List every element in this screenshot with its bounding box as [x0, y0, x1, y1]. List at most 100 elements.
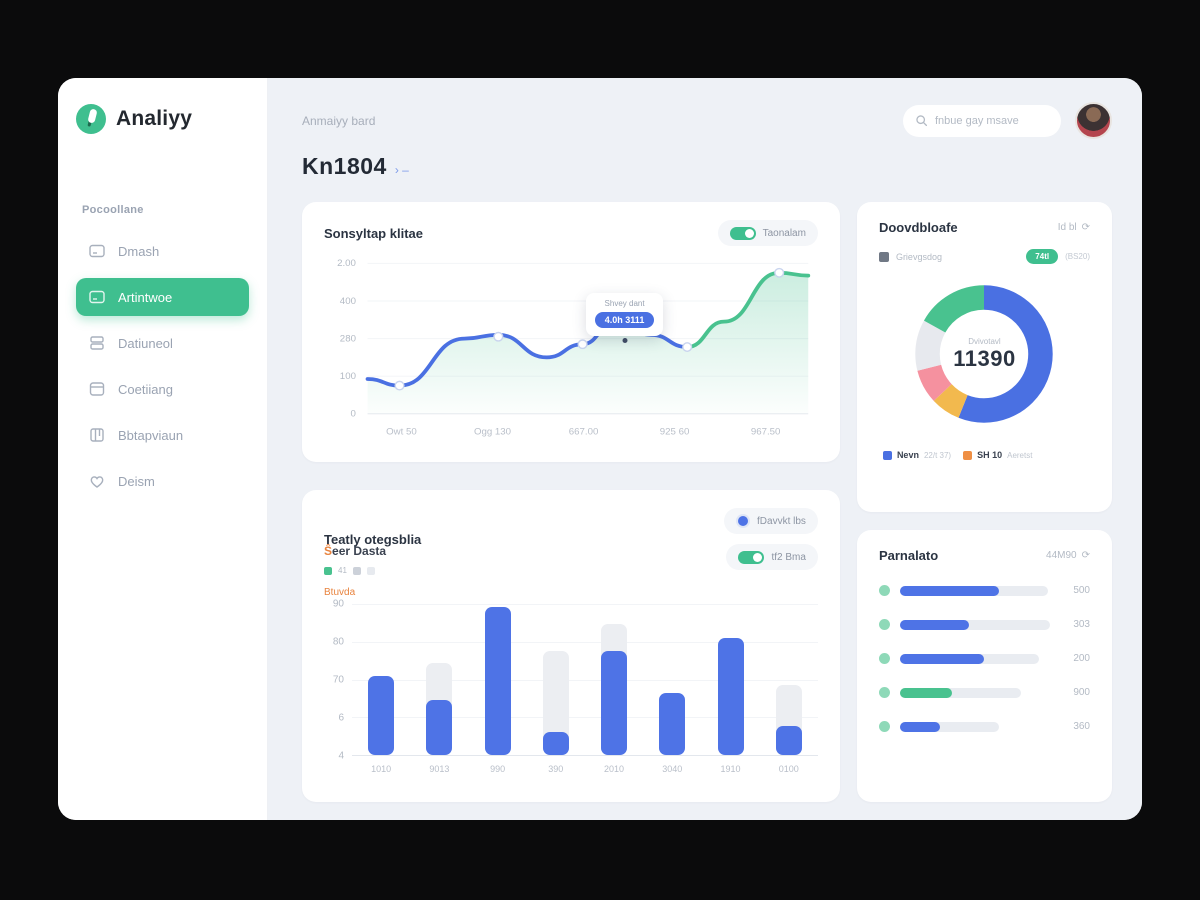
progress-row: 900	[878, 687, 1090, 698]
legend-value: Aeretst	[1007, 450, 1033, 460]
progress-fill	[899, 687, 953, 698]
sidebar-item-label: Dmash	[118, 243, 160, 259]
bar-value	[775, 726, 802, 755]
kanban-icon	[88, 426, 106, 444]
sidebar-item-label: Coetiiang	[118, 381, 173, 397]
progress-track	[899, 585, 1049, 596]
line-chart-toggle-pill[interactable]: Taonalam	[717, 220, 818, 246]
progress-track	[899, 687, 1022, 698]
progress-card: Parnalato 44M90 ⟳ 500 303 200 900 360	[856, 530, 1112, 802]
donut-chart: Dvivotavl 11390	[904, 274, 1064, 434]
donut-slice	[915, 285, 1054, 423]
donut-slice	[915, 285, 1054, 423]
line-chart-toggle-label: Taonalam	[762, 227, 806, 239]
title-suffix-icon[interactable]: › –	[394, 163, 409, 177]
donut-subrow-label: Grievgsdog	[895, 251, 942, 262]
refresh-icon[interactable]: ⟳	[1081, 222, 1090, 233]
chart-tooltip: Shvey dant 4.0h 3111	[585, 293, 664, 337]
progress-card-meta[interactable]: 44M90 ⟳	[1046, 550, 1090, 561]
donut-subrow-suffix: (BS20)	[1065, 252, 1090, 261]
bar-y-tick: 6	[338, 712, 344, 724]
bar-x-tick: 1010	[371, 764, 392, 774]
progress-fill	[899, 721, 940, 732]
line-chart-card: Sonsyltap klitae Taonalam 2.00 400 280 100 0…	[302, 202, 840, 462]
bar-x-tick: 1910	[720, 764, 741, 774]
logo-text: Analiyy	[116, 107, 193, 130]
user-avatar[interactable]	[1075, 102, 1112, 139]
svg-text:280: 280	[340, 334, 356, 345]
card-icon	[88, 242, 106, 260]
toggle-on-icon[interactable]	[729, 226, 756, 240]
sidebar-menu: Dmash Artintwoe Datiuneol Coetiiang Bbtapvia…	[76, 232, 249, 500]
bar-y-tick: 70	[332, 674, 344, 686]
tooltip-value: 4.0h 3111	[594, 312, 655, 329]
sidebar: Analiyy Pocoollane Dmash Artintwoe Datiune…	[58, 78, 268, 820]
sidebar-item-4[interactable]: Bbtapviaun	[76, 416, 249, 454]
bar-value	[426, 699, 453, 755]
sidebar-item-label: Deism	[118, 473, 155, 489]
progress-track	[899, 653, 1040, 664]
bar-chart-sublabel: Btuvda	[324, 587, 356, 598]
bar-group	[542, 604, 569, 755]
bar-x-tick: 9013	[429, 764, 450, 774]
toggle-on-icon[interactable]	[738, 550, 765, 564]
sidebar-item-3[interactable]: Coetiiang	[76, 370, 249, 408]
layers-icon	[88, 334, 106, 352]
bar-value	[368, 676, 395, 755]
progress-value: 500	[1073, 585, 1090, 596]
sidebar-item-label: Bbtapviaun	[118, 427, 184, 443]
progress-value: 360	[1073, 721, 1090, 732]
bar-group	[368, 604, 395, 755]
sidebar-item-2[interactable]: Datiuneol	[76, 324, 249, 362]
square-icon	[878, 251, 889, 262]
bar-chart-card: Teatly otegsblia fDavvkt lbs tf2 Bma	[302, 490, 840, 802]
progress-row: 360	[878, 721, 1090, 732]
sidebar-item-1[interactable]: Artintwoe	[76, 278, 249, 316]
blue-dot-icon[interactable]	[736, 514, 751, 528]
donut-svg	[915, 285, 1054, 423]
card-icon	[88, 288, 106, 306]
bar-chart-toggle-pill[interactable]: tf2 Bma	[726, 544, 818, 570]
progress-value: 900	[1073, 687, 1090, 698]
bar-group	[775, 604, 802, 755]
search-input[interactable]	[935, 114, 1049, 127]
donut-legend: Nevn 22/t 37) SH 10 Aeretst	[879, 450, 1090, 460]
bar-chart-filter-pill[interactable]: fDavvkt lbs	[724, 508, 818, 534]
legend-label: SH 10	[977, 450, 1003, 460]
legend-swatch-light	[366, 566, 375, 575]
refresh-icon[interactable]: ⟳	[1081, 550, 1090, 561]
breadcrumb: Anmaiyy bard	[302, 113, 376, 128]
bar-x-tick: 2010	[604, 764, 625, 774]
svg-text:925 60: 925 60	[660, 427, 690, 438]
bar-x-axis: 1010 9013 990 390 2010 3040 1910 0100	[352, 764, 818, 774]
progress-fill	[899, 653, 984, 664]
logo-icon	[76, 104, 106, 134]
legend-swatch-green	[324, 566, 332, 575]
bar-y-axis: 90 80 70 6 4	[324, 599, 352, 762]
bar-group	[717, 604, 744, 755]
bar-x-tick: 990	[490, 764, 506, 774]
bar-value	[542, 731, 569, 755]
sidebar-item-5[interactable]: Deism	[76, 462, 249, 500]
bar-chart-subtitle: Ŝeer Dasta	[324, 544, 387, 558]
status-badge: 74tl	[1026, 249, 1059, 264]
bar-y-tick: 4	[338, 750, 344, 762]
search-box[interactable]	[903, 104, 1061, 137]
legend-swatch-gray	[352, 566, 361, 575]
legend-item[interactable]: Nevn 22/t 37)	[882, 450, 951, 460]
sidebar-section-label: Pocoollane	[82, 204, 144, 216]
bar-filter-label: fDavvkt lbs	[757, 515, 806, 527]
sidebar-item-0[interactable]: Dmash	[76, 232, 249, 270]
topbar-right	[903, 102, 1112, 139]
legend-item[interactable]: SH 10 Aeretst	[963, 450, 1032, 460]
donut-card-meta[interactable]: Id bl ⟳	[1058, 222, 1090, 233]
line-chart-svg: 2.00 400 280 100 0 Owt 50 Ogg 130 667.00 925 60 9…	[337, 258, 811, 438]
donut-center-label: Dvivotavl	[968, 336, 1001, 346]
svg-text:667.00: 667.00	[569, 427, 599, 438]
bar-value	[484, 607, 511, 755]
book-icon	[88, 380, 106, 398]
mini-legend-text: 41	[338, 566, 347, 575]
svg-text:967.50: 967.50	[751, 427, 781, 438]
bar-y-tick: 90	[332, 598, 344, 610]
legend-label: Nevn	[896, 450, 919, 460]
